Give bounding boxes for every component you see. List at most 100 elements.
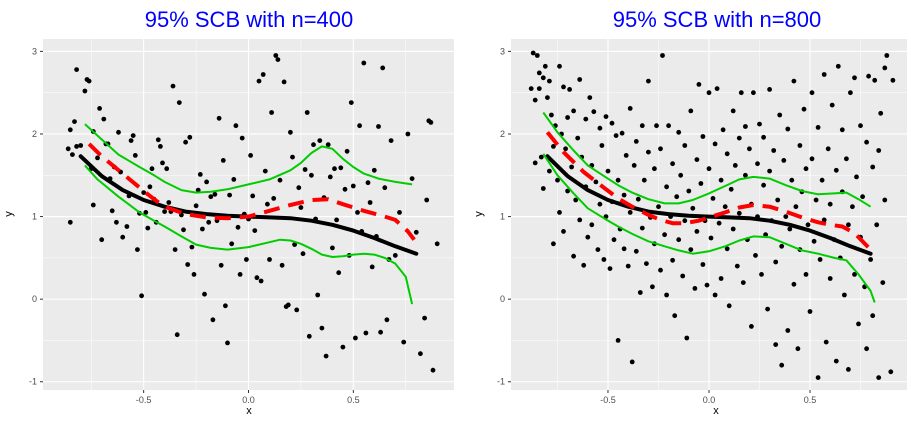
data-point xyxy=(265,201,270,207)
data-point xyxy=(890,77,896,83)
x-ticks-right: -0.5 0.0 0.5 xyxy=(600,390,816,405)
data-point xyxy=(716,220,722,226)
data-point xyxy=(833,358,839,364)
data-point xyxy=(405,131,411,137)
data-point xyxy=(569,164,574,170)
data-point xyxy=(609,120,615,126)
data-point xyxy=(821,72,827,77)
data-point xyxy=(603,114,609,119)
data-point xyxy=(743,124,748,129)
data-point xyxy=(397,210,402,215)
data-point xyxy=(355,210,360,215)
data-point xyxy=(765,306,770,312)
data-point xyxy=(128,138,134,144)
data-point xyxy=(866,73,871,79)
data-point xyxy=(595,247,601,253)
data-point xyxy=(378,329,383,335)
data-point xyxy=(567,87,572,92)
data-point xyxy=(193,203,199,209)
data-point xyxy=(787,226,793,232)
x-tick-label: 0.5 xyxy=(804,395,817,405)
data-point xyxy=(197,172,203,177)
data-point xyxy=(615,338,621,343)
data-point xyxy=(613,133,619,139)
y-ticks-right: -1 0 1 2 3 xyxy=(497,46,511,387)
data-point xyxy=(357,123,362,129)
data-point xyxy=(757,121,762,127)
data-point xyxy=(597,201,603,207)
data-point xyxy=(730,226,736,232)
data-point xyxy=(135,247,140,253)
data-point xyxy=(809,90,815,96)
data-point xyxy=(218,262,224,268)
data-point xyxy=(785,328,791,333)
data-point xyxy=(120,234,126,240)
data-point xyxy=(688,108,694,114)
data-point xyxy=(542,63,548,69)
data-point xyxy=(654,123,659,129)
data-point xyxy=(743,172,748,178)
data-point xyxy=(67,219,73,225)
data-point xyxy=(888,369,894,375)
data-point xyxy=(317,138,323,144)
data-point xyxy=(90,202,96,208)
data-point xyxy=(424,197,430,203)
data-point xyxy=(555,177,560,183)
data-point xyxy=(827,201,833,207)
data-point xyxy=(336,270,342,276)
data-point xyxy=(819,177,825,183)
data-point xyxy=(82,88,88,94)
data-point xyxy=(779,243,785,249)
data-point xyxy=(200,226,205,232)
x-axis-title-right: x xyxy=(713,405,719,417)
data-point xyxy=(258,278,264,284)
data-point xyxy=(825,146,831,152)
data-point xyxy=(807,309,813,314)
data-point xyxy=(876,148,882,153)
data-point xyxy=(718,276,724,281)
y-tick-label: -1 xyxy=(497,377,505,387)
data-point xyxy=(803,166,809,172)
data-point xyxy=(777,112,783,118)
data-point xyxy=(736,210,742,216)
data-point xyxy=(662,232,667,238)
data-point xyxy=(237,272,243,277)
data-point xyxy=(627,106,633,111)
data-point xyxy=(639,225,645,231)
data-point xyxy=(785,126,791,132)
data-point xyxy=(811,238,817,244)
data-point xyxy=(755,161,760,167)
data-point xyxy=(882,197,888,203)
data-point xyxy=(401,339,407,345)
data-point xyxy=(239,135,245,141)
data-point xyxy=(848,90,853,96)
data-point xyxy=(143,210,149,215)
y-tick-label: 2 xyxy=(500,129,505,139)
data-point xyxy=(99,237,105,243)
data-point xyxy=(597,125,603,131)
data-point xyxy=(854,174,859,180)
chart-title-left: 95% SCB with n=400 xyxy=(145,7,354,32)
data-point xyxy=(262,168,268,174)
data-point xyxy=(277,177,283,183)
data-point xyxy=(557,63,562,69)
data-point xyxy=(319,325,325,331)
data-point xyxy=(147,184,153,190)
data-point xyxy=(633,139,639,144)
data-point xyxy=(686,188,692,194)
data-point xyxy=(334,217,339,223)
data-point xyxy=(732,163,738,168)
data-point xyxy=(621,192,627,198)
data-point xyxy=(850,204,855,210)
data-point xyxy=(538,154,544,160)
data-point xyxy=(348,100,354,105)
data-point xyxy=(223,303,228,309)
data-point xyxy=(706,90,712,96)
data-point xyxy=(269,110,274,115)
data-point xyxy=(330,245,335,251)
data-point xyxy=(189,244,195,250)
data-point xyxy=(753,253,758,258)
data-point xyxy=(835,63,841,69)
data-point xyxy=(876,375,882,380)
